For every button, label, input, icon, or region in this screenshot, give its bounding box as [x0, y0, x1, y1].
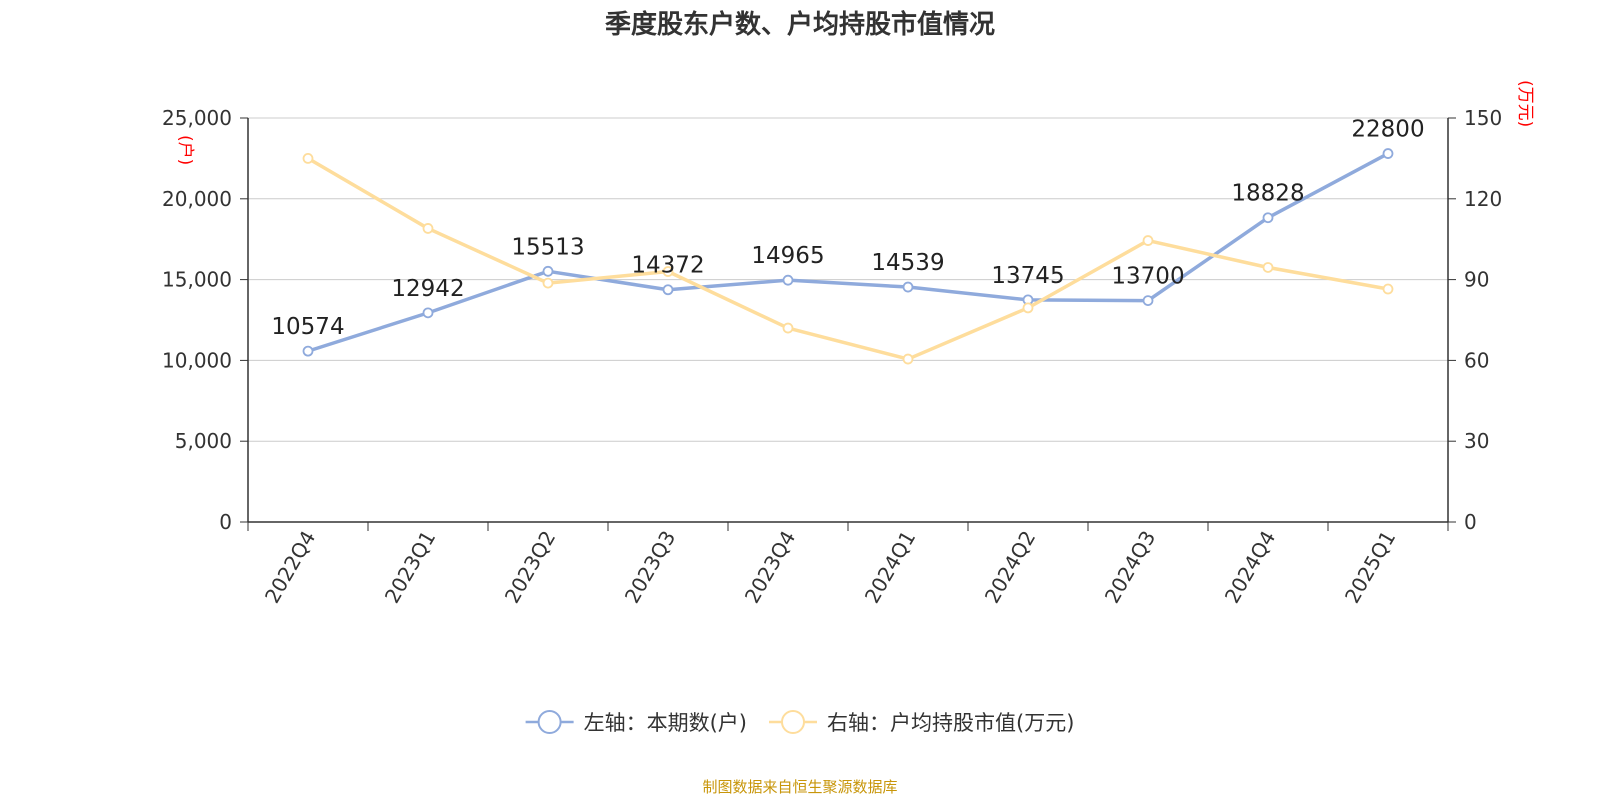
left-axis-tick-label: 25,000: [162, 106, 232, 130]
right-series-point: [902, 353, 914, 365]
left-axis-tick-label: 10,000: [162, 348, 232, 372]
left-series-point: [902, 281, 914, 293]
right-axis-unit-label: (万元): [1515, 80, 1535, 127]
legend-item[interactable]: 右轴：户均持股市值(万元): [769, 710, 1074, 735]
right-series-point: [782, 322, 794, 334]
left-series-point: [782, 274, 794, 286]
x-axis-tick-label: 2024Q4: [1220, 527, 1280, 608]
right-axis-tick-label: 90: [1464, 268, 1489, 292]
legend-symbol-marker: [781, 710, 805, 734]
left-series-point: [302, 345, 314, 357]
data-label: 10574: [271, 314, 344, 340]
data-label: 14965: [751, 243, 824, 269]
right-axis-tick-label: 150: [1464, 106, 1502, 130]
data-label: 14372: [631, 253, 704, 279]
right-series-point: [662, 266, 674, 277]
right-series-point: [1382, 283, 1394, 295]
left-axis-tick-label: 5,000: [175, 429, 232, 453]
x-axis-tick-label: 2022Q4: [260, 527, 320, 608]
right-series-point: [1022, 302, 1034, 314]
data-label: 22800: [1351, 117, 1424, 143]
data-label: 13745: [991, 263, 1064, 289]
x-axis-tick-label: 2023Q1: [380, 527, 440, 608]
right-series-point: [302, 152, 314, 164]
legend-symbol-marker: [537, 710, 562, 734]
left-series-point: [542, 265, 554, 277]
x-axis-tick-label: 2025Q1: [1340, 527, 1400, 608]
right-axis-tick-label: 120: [1464, 187, 1502, 211]
chart-title: 季度股东户数、户均持股市值情况: [604, 10, 995, 40]
legend-label: 右轴：户均持股市值(万元): [827, 711, 1074, 735]
data-label: 15513: [511, 234, 584, 260]
right-series-point: [1262, 262, 1274, 273]
x-axis-tick-label: 2023Q2: [500, 527, 560, 608]
data-label: 14539: [871, 250, 944, 276]
x-axis-tick-label: 2023Q3: [620, 527, 680, 608]
x-axis-tick-label: 2024Q3: [1100, 527, 1160, 608]
left-series-point: [662, 284, 674, 296]
left-series-line: [306, 151, 1390, 353]
right-axis-tick-label: 60: [1464, 348, 1489, 372]
legend-item[interactable]: 左轴：本期数(户): [525, 710, 747, 735]
right-axis-tick-label: 30: [1464, 429, 1489, 453]
x-axis-tick-label: 2023Q4: [740, 527, 800, 608]
source-note: 制图数据来自恒生聚源数据库: [702, 778, 898, 796]
series: [302, 148, 1394, 365]
data-label: 12942: [391, 276, 464, 302]
legend-label: 左轴：本期数(户): [584, 711, 747, 735]
left-axis-tick-label: 0: [219, 510, 232, 534]
left-axis-unit-label: (户): [175, 135, 195, 165]
left-axis-tick-label: 20,000: [162, 187, 232, 211]
right-series-point: [1142, 235, 1154, 246]
right-series-point: [542, 277, 554, 289]
gridlines: [248, 117, 1448, 442]
legend[interactable]: 左轴：本期数(户) 右轴：户均持股市值(万元): [525, 710, 1075, 735]
right-series-point: [422, 223, 434, 234]
left-series-point: [1262, 212, 1274, 224]
right-axis-tick-label: 0: [1464, 510, 1477, 534]
left-series-point: [1382, 148, 1394, 159]
left-series-point: [422, 307, 434, 319]
left-axis-tick-label: 15,000: [162, 268, 232, 292]
x-axis-tick-label: 2024Q1: [860, 527, 920, 608]
data-labels: 10574 12942 15513 14372 14965 14539 13745 13700…: [271, 117, 1424, 341]
right-series-line: [306, 156, 1390, 361]
left-series-point: [1142, 295, 1154, 307]
data-label: 13700: [1111, 264, 1184, 290]
x-axis-tick-label: 2024Q2: [980, 527, 1040, 608]
data-label: 18828: [1231, 181, 1304, 207]
